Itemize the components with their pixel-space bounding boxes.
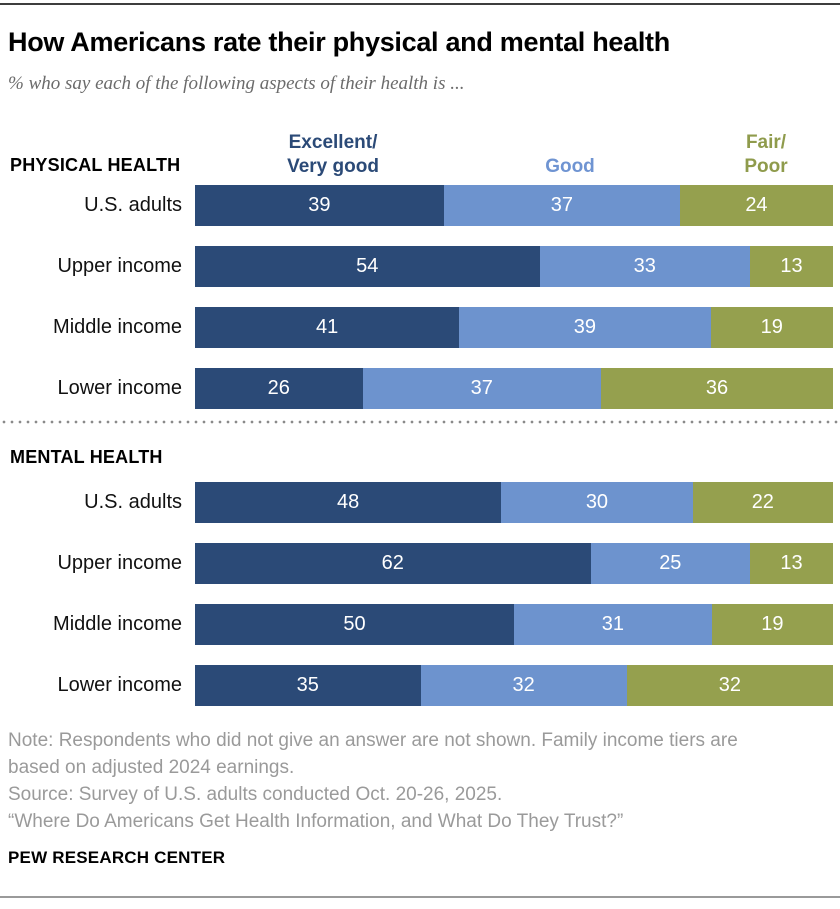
stacked-bar: 50 31 19 xyxy=(195,604,833,645)
chart-row: Middle income 41 39 19 xyxy=(0,307,840,348)
stacked-bar: 54 33 13 xyxy=(195,246,833,287)
legend-label: Poor xyxy=(744,156,788,177)
bar-value-label: 13 xyxy=(780,255,803,277)
page-title: How Americans rate their physical and me… xyxy=(8,27,670,57)
legend-label: Good xyxy=(545,156,595,177)
stacked-bar: 39 37 24 xyxy=(195,185,833,226)
row-label: Upper income xyxy=(57,255,182,277)
bar-segment-good: 39 xyxy=(459,307,711,348)
bar-segment-excellent-very-good: 48 xyxy=(195,482,502,523)
chart-row: Middle income 50 31 19 xyxy=(0,604,840,645)
bar-value-label: 33 xyxy=(633,255,656,277)
bar-value-label: 32 xyxy=(512,674,535,696)
bar-segment-good: 37 xyxy=(443,185,680,226)
bar-segment-good: 31 xyxy=(514,604,712,645)
row-label: U.S. adults xyxy=(84,194,182,216)
bar-segment-fair-poor: 19 xyxy=(710,307,833,348)
bar-value-label: 31 xyxy=(601,613,625,635)
bar-segment-good: 25 xyxy=(590,543,751,584)
row-label: Lower income xyxy=(57,377,182,399)
bar-value-label: 37 xyxy=(550,194,573,216)
bar-value-label: 37 xyxy=(470,377,493,399)
bar-value-label: 30 xyxy=(585,491,609,513)
bar-value-label: 19 xyxy=(760,316,783,338)
stacked-bar: 48 30 22 xyxy=(195,482,833,523)
bar-segment-excellent-very-good: 54 xyxy=(195,246,540,287)
legend-band: PHYSICAL HEALTH Excellent/Very good Good… xyxy=(0,122,840,179)
bar-value-label: 50 xyxy=(343,613,366,635)
stacked-bar-chart: U.S. adults 39 37 24 Upper income 54 33 13 Middl… xyxy=(0,185,840,706)
bar-segment-good: 32 xyxy=(420,665,627,706)
bar-value-label: 22 xyxy=(751,491,774,513)
bar-value-label: 24 xyxy=(745,194,768,216)
bar-segment-good: 37 xyxy=(362,368,601,409)
brand-pew-research-center: PEW RESEARCH CENTER xyxy=(8,848,226,867)
legend-label: Very good xyxy=(287,156,379,177)
section-divider xyxy=(0,420,840,424)
chart-section-rows: U.S. adults 48 30 22 Upper income 62 25 13 Middl… xyxy=(0,482,840,706)
bar-segment-fair-poor: 22 xyxy=(692,482,833,523)
bar-value-label: 48 xyxy=(336,491,360,513)
bar-value-label: 39 xyxy=(573,316,596,338)
bar-value-label: 32 xyxy=(718,674,742,696)
top-rule xyxy=(0,3,840,5)
chart-row: U.S. adults 39 37 24 xyxy=(0,185,840,226)
chart-notes: Note: Respondents who did not give an an… xyxy=(0,727,786,835)
stacked-bar: 41 39 19 xyxy=(195,307,833,348)
bar-segment-fair-poor: 36 xyxy=(601,368,833,409)
row-label: Lower income xyxy=(57,674,182,696)
row-label: Middle income xyxy=(53,613,182,635)
source-text: Source: Survey of U.S. adults conducted … xyxy=(8,784,503,805)
bar-value-label: 26 xyxy=(267,377,290,399)
bar-segment-good: 30 xyxy=(501,482,693,523)
note-text: Note: Respondents who did not give an an… xyxy=(8,730,738,778)
section-header-physical: PHYSICAL HEALTH xyxy=(10,155,181,175)
bar-segment-excellent-very-good: 50 xyxy=(195,604,514,645)
stacked-bar: 35 32 32 xyxy=(195,665,833,706)
bar-segment-fair-poor: 13 xyxy=(750,543,833,584)
bar-segment-excellent-very-good: 26 xyxy=(195,368,363,409)
bar-segment-fair-poor: 19 xyxy=(711,604,833,645)
report-title-text: “Where Do Americans Get Health Informati… xyxy=(8,811,624,832)
bar-value-label: 54 xyxy=(356,255,379,277)
bar-segment-excellent-very-good: 35 xyxy=(195,665,421,706)
stacked-bar: 26 37 36 xyxy=(195,368,833,409)
legend-item-excellent-very-good: Excellent/Very good xyxy=(287,131,379,179)
bar-segment-fair-poor: 13 xyxy=(750,246,833,287)
bar-value-label: 19 xyxy=(761,613,784,635)
bar-segment-excellent-very-good: 62 xyxy=(195,543,591,584)
bar-segment-fair-poor: 32 xyxy=(626,665,833,706)
chart-row: Upper income 62 25 13 xyxy=(0,543,840,584)
legend-item-fair-poor: Fair/Poor xyxy=(744,131,787,179)
bar-value-label: 13 xyxy=(780,552,803,574)
chart-row: U.S. adults 48 30 22 xyxy=(0,482,840,523)
bar-segment-excellent-very-good: 41 xyxy=(195,307,460,348)
bar-segment-good: 33 xyxy=(539,246,751,287)
legend-label: Excellent/ xyxy=(288,132,378,153)
chart-section-rows: U.S. adults 39 37 24 Upper income 54 33 13 Middl… xyxy=(0,185,840,409)
bar-value-label: 35 xyxy=(296,674,319,696)
bar-value-label: 25 xyxy=(659,552,682,574)
bottom-rule xyxy=(0,896,840,898)
chart-row: Lower income 26 37 36 xyxy=(0,368,840,409)
bar-value-label: 39 xyxy=(308,194,331,216)
bar-segment-excellent-very-good: 39 xyxy=(195,185,444,226)
section-header-mental: MENTAL HEALTH xyxy=(10,447,163,467)
legend-label: Fair/ xyxy=(745,132,787,153)
stacked-bar: 62 25 13 xyxy=(195,543,833,584)
row-label: Middle income xyxy=(53,316,182,338)
bar-value-label: 36 xyxy=(705,377,729,399)
chart-row: Lower income 35 32 32 xyxy=(0,665,840,706)
row-label: Upper income xyxy=(57,552,182,574)
legend-item-good: Good xyxy=(545,155,595,179)
bar-value-label: 41 xyxy=(315,316,339,338)
bar-value-label: 62 xyxy=(381,552,404,574)
row-label: U.S. adults xyxy=(84,491,182,513)
page-subtitle: % who say each of the following aspects … xyxy=(8,73,465,94)
chart-row: Upper income 54 33 13 xyxy=(0,246,840,287)
bar-segment-fair-poor: 24 xyxy=(679,185,833,226)
